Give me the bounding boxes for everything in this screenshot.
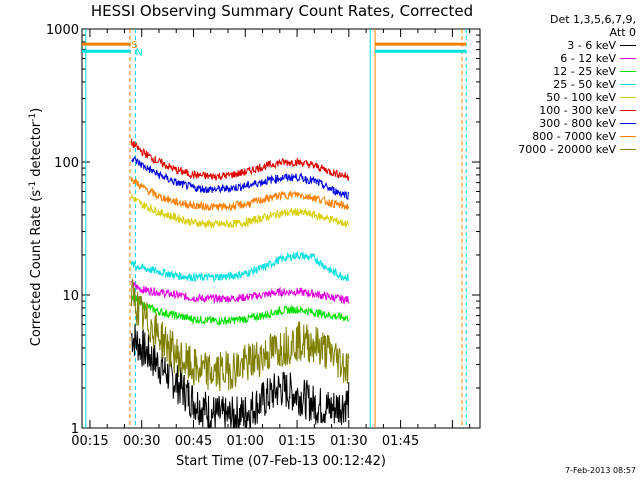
legend-swatch (620, 110, 636, 111)
x-axis-label: Start Time (07-Feb-13 00:12:42) (176, 454, 386, 469)
legend-swatch (620, 58, 636, 59)
series-line-3 (130, 294, 350, 327)
series-line-9 (130, 277, 350, 392)
legend-label: 100 - 300 keV (539, 104, 616, 117)
legend-entry: 12 - 25 keV (484, 65, 636, 78)
y-tick-label: 1000 (46, 23, 79, 38)
legend-swatch (620, 97, 636, 98)
x-tick-label: 01:30 (330, 434, 367, 449)
x-tick-label: 01:15 (278, 434, 315, 449)
legend-header-line: Det 1,3,5,6,7,9, (549, 13, 636, 26)
plot-frame (81, 28, 481, 429)
y-axis-label-part: Corrected Count Rate (s (29, 189, 45, 347)
x-tick-label: 01:45 (382, 434, 419, 449)
legend-header-line: Att 0 (609, 26, 636, 39)
y-axis-label-sup: -1 (27, 112, 38, 122)
legend-swatch (620, 84, 636, 85)
y-tick-label: 10 (62, 289, 79, 304)
y-axis-label-sup: -1 (27, 180, 38, 190)
x-tick-label: 00:30 (123, 434, 160, 449)
legend-label: 12 - 25 keV (553, 65, 616, 78)
legend-entry: 300 - 800 keV (484, 117, 636, 130)
legend-entry: 25 - 50 keV (484, 78, 636, 91)
chart-legend: Det 1,3,5,6,7,9, Att 0 3 - 6 keV 6 - 12 k… (484, 13, 636, 156)
x-tick-label: 01:00 (227, 434, 264, 449)
series-line-2 (130, 279, 350, 305)
legend-label: 25 - 50 keV (553, 78, 616, 91)
legend-swatch (620, 123, 636, 124)
saa-marker-label: S (131, 40, 137, 51)
series-line-1 (130, 324, 350, 430)
legend-label: 800 - 7000 keV (532, 130, 616, 143)
legend-label: 300 - 800 keV (539, 117, 616, 130)
y-axis-label: Corrected Count Rate (s-1 detector-1) (28, 108, 44, 346)
legend-swatch (620, 149, 636, 150)
series-line-7 (131, 156, 350, 201)
legend-label: 3 - 6 keV (567, 39, 616, 52)
legend-entry: 50 - 100 keV (484, 91, 636, 104)
saa-marker-label: N (135, 47, 142, 58)
series-line-4 (130, 251, 350, 283)
x-tick-label: 00:15 (71, 434, 108, 449)
legend-entry: 7000 - 20000 keV (484, 143, 636, 156)
series-line-6 (130, 138, 350, 181)
y-axis-label-part: detector (29, 121, 45, 181)
x-tick-label: 00:45 (175, 434, 212, 449)
legend-label: 7000 - 20000 keV (518, 143, 616, 156)
legend-swatch (620, 71, 636, 72)
legend-label: 6 - 12 keV (560, 52, 616, 65)
timestamp-footer: 7-Feb-2013 08:57 (565, 466, 636, 475)
legend-entry: 6 - 12 keV (484, 52, 636, 65)
legend-entry: 3 - 6 keV (484, 39, 636, 52)
legend-entry: 800 - 7000 keV (484, 130, 636, 143)
legend-swatch (620, 136, 636, 137)
series-line-8 (130, 176, 350, 212)
series-line-5 (130, 194, 350, 230)
legend-entries: 3 - 6 keV 6 - 12 keV 12 - 25 keV 25 - 50 ke… (484, 39, 636, 156)
y-tick-label: 100 (54, 156, 79, 171)
y-tick-label: 1 (71, 422, 79, 437)
y-axis-label-part: ) (29, 107, 45, 113)
legend-swatch (620, 45, 636, 46)
chart-title: HESSI Observing Summary Count Rates, Cor… (90, 2, 474, 20)
legend-label: 50 - 100 keV (546, 91, 616, 104)
legend-entry: 100 - 300 keV (484, 104, 636, 117)
